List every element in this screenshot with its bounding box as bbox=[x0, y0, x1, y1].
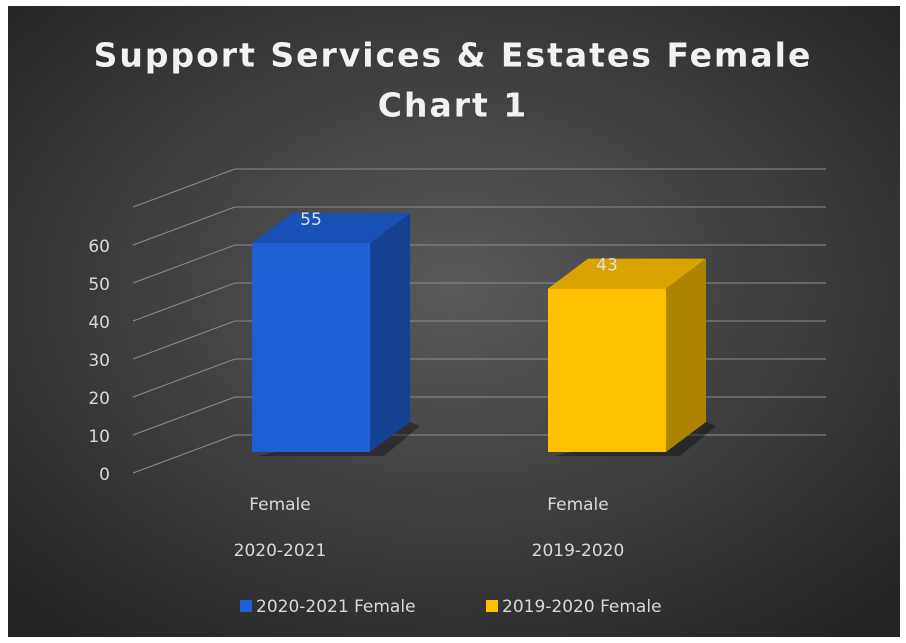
bar bbox=[252, 243, 370, 452]
plot-area: 0 10 20 30 40 50 60 55 43 Female 2020-2021 Female 20… bbox=[88, 168, 826, 617]
x-tick-label: 2020-2021 bbox=[234, 541, 327, 561]
grid-line bbox=[132, 396, 236, 436]
grid-line bbox=[132, 320, 236, 360]
y-tick-label: 20 bbox=[88, 389, 110, 409]
grid-line bbox=[132, 244, 236, 284]
legend-label: 2020-2021 Female bbox=[256, 597, 416, 617]
y-tick-label: 10 bbox=[88, 427, 110, 447]
y-tick-label: 60 bbox=[88, 237, 110, 257]
wall-edge bbox=[132, 168, 236, 208]
x-tick-label: 2019-2020 bbox=[532, 541, 625, 561]
data-label: 43 bbox=[596, 256, 618, 276]
grid-line bbox=[132, 434, 236, 474]
y-tick-label: 30 bbox=[88, 351, 110, 371]
grid-line bbox=[132, 206, 236, 246]
y-tick-label: 40 bbox=[88, 313, 110, 333]
chart-title: Support Services & Estates Female bbox=[94, 36, 813, 75]
chart-title: Chart 1 bbox=[378, 86, 528, 125]
legend-swatch bbox=[486, 600, 498, 612]
grid-line bbox=[132, 282, 236, 322]
legend-label: 2019-2020 Female bbox=[502, 597, 662, 617]
legend-swatch bbox=[240, 600, 252, 612]
bar-side bbox=[370, 213, 410, 452]
bar-top bbox=[252, 213, 410, 243]
bar-top bbox=[548, 258, 706, 289]
x-tick-label: Female bbox=[547, 495, 608, 515]
data-label: 55 bbox=[300, 210, 322, 230]
bar bbox=[548, 288, 666, 452]
y-tick-label: 0 bbox=[99, 465, 110, 485]
grid-line bbox=[132, 358, 236, 398]
bar-side bbox=[666, 258, 706, 452]
y-tick-label: 50 bbox=[88, 275, 110, 295]
x-tick-label: Female bbox=[249, 495, 310, 515]
